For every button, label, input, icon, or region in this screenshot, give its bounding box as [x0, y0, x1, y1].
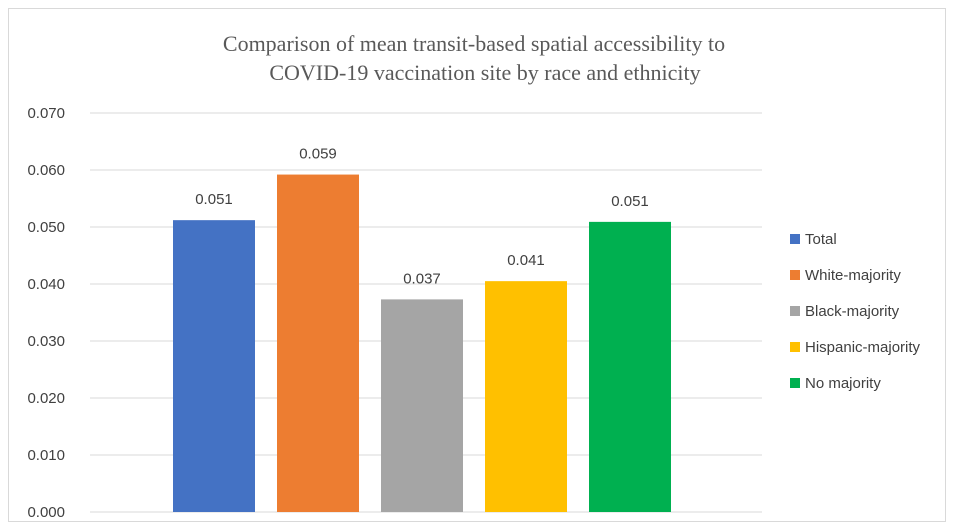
data-label: 0.041: [507, 252, 545, 269]
legend-swatch: [790, 378, 800, 388]
chart-title-line-2: COVID-19 vaccination site by race and et…: [269, 60, 700, 85]
y-axis-tick-labels: 0.000 0.010 0.020 0.030 0.040 0.050 0.060 0.070: [27, 105, 65, 521]
legend-label: White-majority: [805, 267, 901, 284]
bar-white-majority: [277, 174, 359, 512]
y-tick-label: 0.050: [27, 219, 65, 236]
bar-hispanic-majority: [485, 281, 567, 512]
legend-label: Hispanic-majority: [805, 339, 921, 356]
y-tick-label: 0.020: [27, 390, 65, 407]
y-tick-label: 0.060: [27, 162, 65, 179]
legend-label: Black-majority: [805, 303, 900, 320]
data-labels: 0.051 0.059 0.037 0.041 0.051: [195, 146, 649, 288]
y-tick-label: 0.030: [27, 333, 65, 350]
chart-area: [8, 8, 946, 522]
y-tick-label: 0.040: [27, 276, 65, 293]
y-tick-label: 0.000: [27, 504, 65, 521]
y-tick-label: 0.070: [27, 105, 65, 122]
legend-swatch: [790, 270, 800, 280]
legend-swatch: [790, 306, 800, 316]
legend-label: No majority: [805, 375, 881, 392]
data-label: 0.037: [403, 270, 441, 287]
legend-swatch: [790, 234, 800, 244]
bar-total: [173, 220, 255, 512]
y-tick-label: 0.010: [27, 447, 65, 464]
data-label: 0.051: [195, 191, 233, 208]
legend-label: Total: [805, 231, 837, 248]
data-label: 0.059: [299, 146, 337, 163]
chart-title-line-1: Comparison of mean transit-based spatial…: [223, 31, 725, 56]
legend-swatch: [790, 342, 800, 352]
bars: [173, 174, 671, 512]
chart-title: Comparison of mean transit-based spatial…: [223, 31, 725, 85]
data-label: 0.051: [611, 193, 649, 210]
bar-black-majority: [381, 299, 463, 512]
legend: Total White-majority Black-majority Hispani…: [790, 231, 921, 392]
bar-no-majority: [589, 221, 671, 512]
